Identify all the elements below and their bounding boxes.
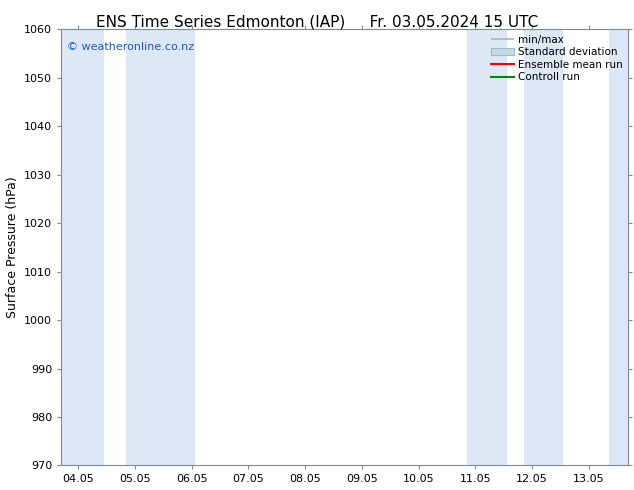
Text: ENS Time Series Edmonton (IAP)     Fr. 03.05.2024 15 UTC: ENS Time Series Edmonton (IAP) Fr. 03.05… [96, 15, 538, 30]
Legend: min/max, Standard deviation, Ensemble mean run, Controll run: min/max, Standard deviation, Ensemble me… [489, 32, 625, 84]
Bar [609, 29, 628, 465]
Text: © weatheronline.co.nz: © weatheronline.co.nz [67, 43, 194, 52]
Bar [61, 29, 104, 465]
Bar [467, 29, 507, 465]
Y-axis label: Surface Pressure (hPa): Surface Pressure (hPa) [6, 176, 18, 318]
Bar [127, 29, 195, 465]
Bar [524, 29, 563, 465]
